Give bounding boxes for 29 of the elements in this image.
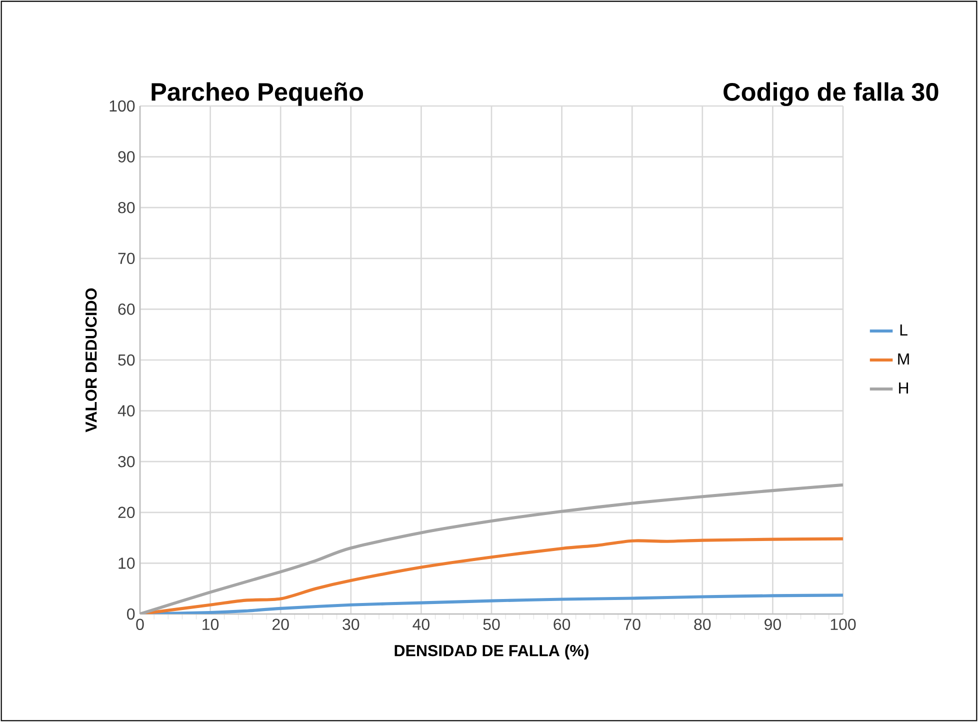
x-tick-label: 50	[483, 618, 500, 630]
x-axis-title: DENSIDAD DE FALLA (%)	[394, 644, 588, 660]
legend-label: H	[899, 382, 908, 394]
y-tick-label: 90	[118, 151, 135, 162]
legend-label: L	[900, 324, 908, 336]
chart-title: Parcheo Pequeño	[152, 82, 364, 106]
y-tick-label: 80	[118, 202, 135, 214]
y-tick-label: 40	[118, 405, 135, 416]
y-tick-label: 50	[118, 354, 135, 366]
x-tick-label: 70	[624, 618, 640, 630]
x-tick-label: 90	[764, 618, 781, 630]
y-tick-label: 20	[118, 506, 135, 518]
x-tick-label: 20	[272, 618, 289, 630]
x-tick-label: 80	[694, 618, 711, 630]
x-tick-label: 30	[342, 618, 360, 630]
x-tick-label: 0	[136, 618, 144, 630]
x-tick-label: 40	[412, 618, 430, 630]
chart-subtitle: Codigo de falla 30	[724, 82, 938, 106]
x-tick-label: 60	[554, 618, 570, 630]
y-tick-label: 70	[118, 252, 135, 264]
y-axis-title: VALOR DEDUCIDO	[85, 288, 97, 432]
x-tick-label: 100	[830, 618, 856, 630]
y-tick-label: 100	[110, 100, 135, 112]
y-tick-label: 30	[118, 456, 135, 468]
y-tick-label: 10	[118, 558, 135, 569]
y-tick-label: 60	[118, 304, 135, 315]
y-tick-label: 0	[127, 608, 135, 620]
legend-label: M	[898, 354, 909, 364]
x-tick-label: 10	[202, 618, 219, 630]
